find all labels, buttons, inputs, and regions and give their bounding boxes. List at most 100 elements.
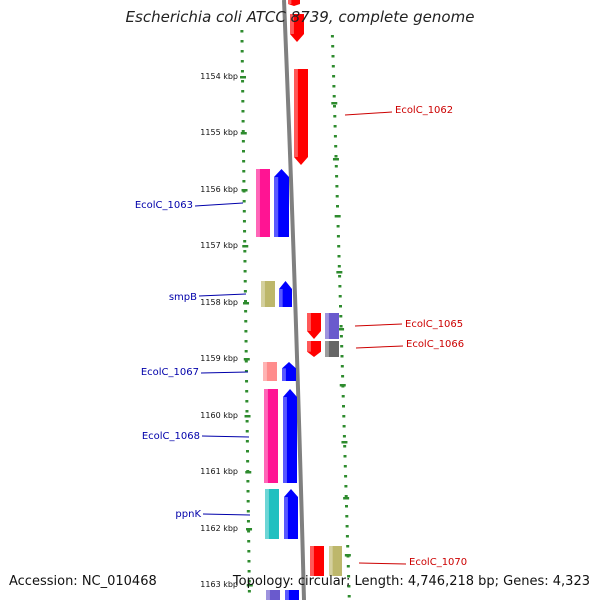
gene-feature: [285, 590, 299, 600]
tick-dot: [338, 295, 342, 298]
tick-dot: [336, 205, 339, 208]
tick-dot: [246, 460, 250, 463]
tick-dot: [242, 210, 246, 213]
tick-dot: [332, 85, 336, 88]
gene-feature: [256, 169, 270, 237]
tick-dot: [243, 230, 247, 233]
tick-label: 1160 kbp: [200, 411, 238, 420]
tick-dot: [344, 495, 348, 498]
tick-dot: [240, 70, 244, 73]
tick-dot: [331, 65, 335, 68]
tick-dot: [245, 380, 249, 383]
tick-label: 1154 kbp: [200, 72, 238, 81]
major-tick: [332, 158, 339, 161]
tick-dot: [241, 90, 245, 93]
tick-dot: [344, 475, 348, 478]
tick-dot: [340, 355, 344, 358]
gene-label: EcolC_1066: [406, 339, 464, 350]
gene-feature: [263, 362, 277, 381]
tick-dot: [334, 155, 338, 158]
tick-dot: [242, 220, 246, 223]
tick-dot: [336, 235, 340, 238]
tick-label: 1159 kbp: [200, 354, 238, 363]
tick-dot: [247, 590, 251, 593]
tick-labels: 1154 kbp 1155 kbp 1156 kbp 1157 kbp 1158 kbp…: [200, 72, 238, 589]
tick-dot: [330, 35, 334, 38]
tick-dot: [340, 345, 344, 348]
tick-dot: [244, 330, 248, 333]
tick-dot: [245, 440, 249, 443]
tick-dot: [240, 40, 244, 43]
major-tick: [344, 554, 351, 557]
label-leader-line: [202, 513, 251, 516]
tick-dot: [332, 95, 336, 98]
major-tick: [338, 328, 345, 331]
genome-backbone: [282, 0, 306, 600]
tick-dot: [242, 160, 246, 163]
tick-dot: [331, 45, 335, 48]
gene-label: EcolC_1065: [405, 319, 463, 330]
gene-feature: [279, 281, 292, 307]
tick-dot: [246, 450, 249, 453]
gene-feature: [283, 389, 297, 483]
major-tick: [241, 189, 248, 192]
major-tick: [246, 584, 253, 587]
tick-dot: [246, 500, 250, 503]
tick-label: 1156 kbp: [200, 185, 238, 194]
tick-dot: [241, 110, 245, 113]
tick-dot: [345, 525, 349, 528]
tick-dot: [347, 585, 351, 588]
gene-feature: [310, 546, 324, 576]
tick-dot: [242, 180, 246, 183]
gene-label: EcolC_1070: [409, 557, 467, 568]
tick-dot: [247, 550, 251, 553]
tick-dot: [345, 505, 348, 508]
tick-dot: [331, 55, 335, 58]
tick-dot: [243, 250, 247, 253]
tick-dot: [339, 315, 343, 318]
tick-dot: [242, 150, 245, 153]
tick-dot: [332, 75, 336, 78]
gene-feature: [329, 546, 342, 576]
tick-dot: [243, 260, 247, 263]
major-tick: [336, 271, 343, 274]
major-tick: [240, 76, 247, 79]
tick-dot: [245, 400, 249, 403]
tick-dot: [340, 365, 344, 368]
gene-label: EcolC_1063: [135, 200, 193, 211]
tick-dot: [242, 170, 246, 173]
tick-dot: [342, 405, 345, 408]
tick-dot: [245, 430, 249, 433]
tick-dot: [243, 240, 247, 243]
tick-dot: [244, 360, 248, 363]
gene-feature: [290, 14, 304, 42]
tick-dot: [241, 100, 245, 103]
tick-dot: [240, 60, 244, 63]
tick-dot: [346, 545, 350, 548]
tick-dots: [240, 30, 351, 598]
major-tick: [341, 441, 348, 444]
major-tick: [343, 497, 350, 500]
tick-label: 1155 kbp: [200, 128, 238, 137]
tick-dot: [247, 580, 251, 583]
gene-feature: [325, 313, 339, 339]
gene-feature: [264, 389, 278, 483]
tick-dot: [240, 30, 244, 33]
tick-dot: [243, 280, 247, 283]
tick-dot: [244, 350, 248, 353]
tick-dot: [333, 135, 337, 138]
gene-label: EcolC_1068: [142, 431, 200, 442]
major-tick: [240, 132, 247, 135]
label-leader-line: [200, 371, 249, 374]
tick-dot: [335, 195, 339, 198]
tick-dot: [244, 370, 248, 373]
tick-dot: [343, 445, 347, 448]
gene-feature: [282, 362, 296, 381]
tick-dot: [246, 480, 250, 483]
label-leader-line: [194, 202, 244, 207]
tick-dot: [246, 490, 250, 493]
gene-label: EcolC_1062: [395, 105, 453, 116]
map-title: Escherichia coli ATCC 8739, complete gen…: [125, 8, 475, 26]
tick-dot: [344, 485, 348, 488]
